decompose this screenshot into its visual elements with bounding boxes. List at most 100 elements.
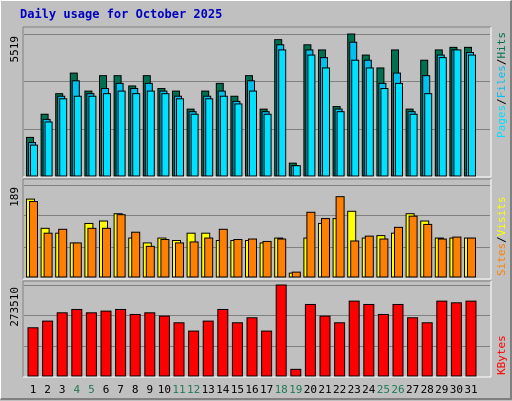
bar-kbytes <box>173 322 185 377</box>
bar-pages <box>219 95 228 177</box>
bar-pages <box>190 113 199 177</box>
bar-kbytes <box>392 303 404 377</box>
day-label: 15 <box>231 383 244 396</box>
bar-sites <box>189 241 199 278</box>
bar-kbytes <box>42 320 54 377</box>
day-label: 13 <box>202 383 215 396</box>
bar-kbytes <box>261 330 273 377</box>
bar-sites <box>131 231 141 278</box>
bar-kbytes <box>85 312 97 377</box>
day-label: 17 <box>260 383 273 396</box>
bar-pages <box>88 95 97 177</box>
bar-pages <box>161 93 170 177</box>
day-label: 16 <box>245 383 258 396</box>
day-label: 10 <box>158 383 171 396</box>
bar-pages <box>234 103 243 177</box>
bar-pages <box>409 113 418 177</box>
bar-pages <box>307 54 316 177</box>
legend-separator: / <box>495 98 508 105</box>
day-label: 24 <box>362 383 376 396</box>
bar-kbytes <box>377 313 389 377</box>
bar-kbytes <box>304 303 316 377</box>
legend-hits: Hits <box>495 32 508 59</box>
bar-sites <box>467 237 476 278</box>
bar-pages <box>73 95 82 177</box>
day-label: 6 <box>103 383 110 396</box>
bar-kbytes <box>421 322 433 377</box>
day-label: 27 <box>406 383 419 396</box>
bar-sites <box>277 238 287 278</box>
day-label: 14 <box>216 383 230 396</box>
bar-kbytes <box>275 284 287 377</box>
bar-kbytes <box>56 312 68 377</box>
bar-pages <box>146 90 155 177</box>
bar-kbytes <box>436 300 448 377</box>
bar-kbytes <box>334 322 346 377</box>
bar-pages <box>176 98 184 177</box>
bar-sites <box>321 218 330 278</box>
legend-files: Files <box>495 65 508 98</box>
bar-sites <box>204 237 214 278</box>
bar-pages <box>263 113 272 177</box>
bar-sites <box>452 236 462 278</box>
bar-kbytes <box>465 300 477 377</box>
bar-sites <box>408 215 418 278</box>
bar-sites <box>437 238 447 278</box>
bar-kbytes <box>231 322 243 377</box>
bar-pages <box>336 111 345 177</box>
bar-sites <box>335 196 345 278</box>
bar-sites <box>116 214 126 278</box>
chart-title: Daily usage for October 2025 <box>20 7 223 21</box>
bar-pages <box>351 59 360 177</box>
day-label: 22 <box>333 383 346 396</box>
bar-kbytes <box>407 317 419 377</box>
bar-kbytes <box>246 317 258 377</box>
day-label: 2 <box>44 383 51 396</box>
bar-pages <box>380 88 389 177</box>
day-label: 29 <box>435 383 448 396</box>
bar-kbytes <box>217 308 229 377</box>
day-label: 18 <box>275 383 288 396</box>
bar-pages <box>424 93 433 177</box>
day-label: 20 <box>304 383 317 396</box>
day-label: 11 <box>172 383 185 396</box>
bar-kbytes <box>450 302 462 377</box>
bar-pages <box>205 98 214 177</box>
bar-sites <box>350 240 360 278</box>
bar-pages <box>132 93 141 177</box>
day-label: 21 <box>318 383 331 396</box>
y-max-label: 189 <box>8 187 21 207</box>
bar-pages <box>322 67 330 177</box>
bar-sites <box>233 239 243 278</box>
bar-sites <box>291 271 301 278</box>
bar-pages <box>249 90 257 177</box>
bar-pages <box>438 57 447 177</box>
day-label: 9 <box>146 383 153 396</box>
day-label: 8 <box>132 383 139 396</box>
bar-pages <box>59 98 68 177</box>
bar-kbytes <box>290 368 302 377</box>
bar-pages <box>468 54 476 177</box>
day-label: 19 <box>289 383 302 396</box>
bar-sites <box>364 235 374 278</box>
bar-pages <box>453 49 462 177</box>
day-label: 12 <box>187 383 200 396</box>
y-max-label: 5519 <box>8 36 21 63</box>
legend-separator: / <box>495 59 508 66</box>
bar-sites <box>175 242 184 278</box>
bar-sites <box>306 211 316 278</box>
day-label: 4 <box>73 383 80 396</box>
bar-pages <box>278 49 287 177</box>
bar-sites <box>394 226 403 278</box>
legend-separator: / <box>495 236 508 243</box>
day-label: 23 <box>348 383 361 396</box>
bar-sites <box>102 227 111 278</box>
bar-sites <box>423 223 433 278</box>
bar-sites <box>248 238 257 278</box>
bar-sites <box>262 240 272 278</box>
bar-pages <box>365 67 374 177</box>
bar-kbytes <box>348 300 360 377</box>
bar-kbytes <box>129 313 141 377</box>
